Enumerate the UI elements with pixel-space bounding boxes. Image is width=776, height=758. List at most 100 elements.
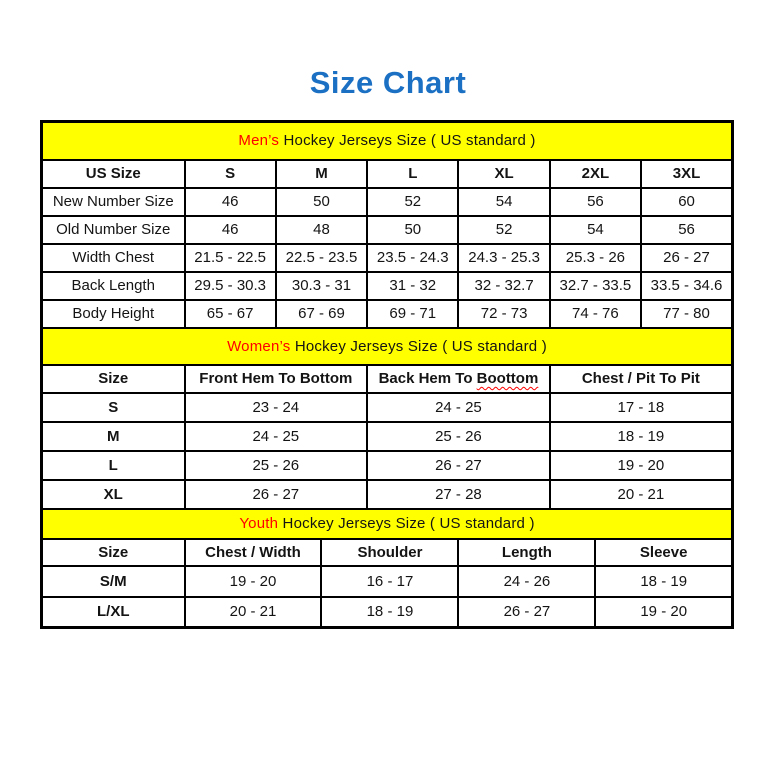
womens-column-header: Size bbox=[40, 363, 186, 394]
womens-cell: 18 - 19 bbox=[548, 420, 734, 452]
womens-table-row: L 25 - 26 26 - 27 19 - 20 bbox=[40, 449, 734, 481]
youth-column-header: Chest / Width bbox=[183, 537, 323, 567]
mens-cell: 54 bbox=[548, 214, 643, 245]
mens-column-header: M bbox=[274, 158, 369, 189]
size-chart-body: Men’s Hockey Jerseys Size ( US standard … bbox=[40, 120, 734, 629]
mens-cell: 50 bbox=[274, 186, 369, 217]
womens-cell: 25 - 26 bbox=[183, 449, 369, 481]
youth-section-highlight: Youth bbox=[239, 515, 279, 532]
mens-cell: 24.3 - 25.3 bbox=[457, 242, 551, 273]
mens-cell: 31 - 32 bbox=[366, 270, 460, 301]
youth-cell: 20 - 21 bbox=[183, 595, 323, 629]
mens-row-label: Back Length bbox=[40, 270, 186, 301]
mens-cell: 26 - 27 bbox=[640, 242, 734, 273]
womens-cell: 20 - 21 bbox=[548, 478, 734, 510]
youth-cell: 19 - 20 bbox=[594, 595, 734, 629]
mens-column-header: L bbox=[366, 158, 460, 189]
womens-row-label: S bbox=[40, 391, 186, 423]
womens-cell: 26 - 27 bbox=[183, 478, 369, 510]
womens-cell: 26 - 27 bbox=[366, 449, 551, 481]
mens-column-header: XL bbox=[457, 158, 551, 189]
womens-column-header: Back Hem To Boottom bbox=[366, 363, 551, 394]
youth-cell: 16 - 17 bbox=[320, 564, 460, 598]
mens-cell: 60 bbox=[640, 186, 734, 217]
youth-row-label: L/XL bbox=[40, 595, 186, 629]
womens-cell: 25 - 26 bbox=[366, 420, 551, 452]
mens-row-label: Width Chest bbox=[40, 242, 186, 273]
mens-cell: 52 bbox=[366, 186, 460, 217]
mens-row-label: Old Number Size bbox=[40, 214, 186, 245]
mens-cell: 23.5 - 24.3 bbox=[366, 242, 460, 273]
mens-section-title-rest: Hockey Jerseys Size ( US standard ) bbox=[279, 132, 536, 150]
size-chart-page: Size Chart Men’s Hockey Jerseys Size ( U… bbox=[0, 66, 776, 629]
youth-table-row: S/M 19 - 20 16 - 17 24 - 26 18 - 19 bbox=[40, 564, 734, 598]
mens-section-highlight: Men’s bbox=[238, 132, 280, 150]
womens-row-label: XL bbox=[40, 478, 186, 510]
youth-column-header: Shoulder bbox=[320, 537, 460, 567]
womens-cell: 27 - 28 bbox=[366, 478, 551, 510]
mens-cell: 30.3 - 31 bbox=[274, 270, 369, 301]
youth-column-header: Size bbox=[40, 537, 186, 567]
mens-cell: 67 - 69 bbox=[274, 298, 369, 329]
womens-column-header: Front Hem To Bottom bbox=[183, 363, 369, 394]
mens-cell: 52 bbox=[457, 214, 551, 245]
youth-row-label: S/M bbox=[40, 564, 186, 598]
mens-table-row: Back Length 29.5 - 30.3 30.3 - 31 31 - 32 32… bbox=[40, 270, 734, 301]
mens-table-row: New Number Size 46 50 52 54 56 60 bbox=[40, 186, 734, 217]
mens-column-header: S bbox=[183, 158, 277, 189]
womens-row-label: M bbox=[40, 420, 186, 452]
mens-cell: 50 bbox=[366, 214, 460, 245]
youth-cell: 26 - 27 bbox=[457, 595, 597, 629]
size-chart-table: Men’s Hockey Jerseys Size ( US standard … bbox=[40, 120, 734, 629]
mens-column-header: 3XL bbox=[640, 158, 734, 189]
mens-cell: 21.5 - 22.5 bbox=[183, 242, 277, 273]
womens-cell: 19 - 20 bbox=[548, 449, 734, 481]
youth-section-title-rest: Hockey Jerseys Size ( US standard ) bbox=[278, 515, 535, 532]
mens-cell: 29.5 - 30.3 bbox=[183, 270, 277, 301]
womens-table-row: XL 26 - 27 27 - 28 20 - 21 bbox=[40, 478, 734, 510]
youth-cell: 24 - 26 bbox=[457, 564, 597, 598]
womens-column-header: Chest / Pit To Pit bbox=[548, 363, 734, 394]
mens-cell: 46 bbox=[183, 214, 277, 245]
mens-cell: 46 bbox=[183, 186, 277, 217]
mens-cell: 33.5 - 34.6 bbox=[640, 270, 734, 301]
mens-cell: 69 - 71 bbox=[366, 298, 460, 329]
youth-table-row: L/XL 20 - 21 18 - 19 26 - 27 19 - 20 bbox=[40, 595, 734, 629]
womens-section-highlight: Women’s bbox=[227, 337, 291, 355]
youth-column-header: Sleeve bbox=[594, 537, 734, 567]
page-title: Size Chart bbox=[309, 65, 467, 100]
womens-cell: 23 - 24 bbox=[183, 391, 369, 423]
youth-column-header: Length bbox=[457, 537, 597, 567]
mens-row-label: New Number Size bbox=[40, 186, 186, 217]
mens-cell: 22.5 - 23.5 bbox=[274, 242, 369, 273]
mens-table-row: Old Number Size 46 48 50 52 54 56 bbox=[40, 214, 734, 245]
mens-column-header: 2XL bbox=[548, 158, 643, 189]
womens-row-label: L bbox=[40, 449, 186, 481]
mens-cell: 74 - 76 bbox=[548, 298, 643, 329]
womens-section-title-rest: Hockey Jerseys Size ( US standard ) bbox=[290, 337, 547, 355]
mens-column-header: US Size bbox=[40, 158, 186, 189]
mens-section-header: Men’s Hockey Jerseys Size ( US standard … bbox=[40, 120, 734, 161]
womens-section-header: Women’s Hockey Jerseys Size ( US standar… bbox=[40, 326, 734, 366]
mens-table-row: Width Chest 21.5 - 22.5 22.5 - 23.5 23.5 - … bbox=[40, 242, 734, 273]
mens-cell: 25.3 - 26 bbox=[548, 242, 643, 273]
womens-table-row: M 24 - 25 25 - 26 18 - 19 bbox=[40, 420, 734, 452]
mens-cell: 48 bbox=[274, 214, 369, 245]
youth-cell: 18 - 19 bbox=[594, 564, 734, 598]
mens-cell: 32 - 32.7 bbox=[457, 270, 551, 301]
mens-cell: 56 bbox=[548, 186, 643, 217]
womens-cell: 24 - 25 bbox=[183, 420, 369, 452]
mens-cell: 54 bbox=[457, 186, 551, 217]
mens-cell: 77 - 80 bbox=[640, 298, 734, 329]
youth-cell: 19 - 20 bbox=[183, 564, 323, 598]
mens-row-label: Body Height bbox=[40, 298, 186, 329]
womens-cell: 24 - 25 bbox=[366, 391, 551, 423]
mens-cell: 56 bbox=[640, 214, 734, 245]
youth-cell: 18 - 19 bbox=[320, 595, 460, 629]
youth-section-header: Youth Hockey Jerseys Size ( US standard … bbox=[40, 507, 734, 540]
mens-cell: 32.7 - 33.5 bbox=[548, 270, 643, 301]
mens-cell: 65 - 67 bbox=[183, 298, 277, 329]
womens-cell: 17 - 18 bbox=[548, 391, 734, 423]
mens-table-row: Body Height 65 - 67 67 - 69 69 - 71 72 - 73 7… bbox=[40, 298, 734, 329]
mens-cell: 72 - 73 bbox=[457, 298, 551, 329]
